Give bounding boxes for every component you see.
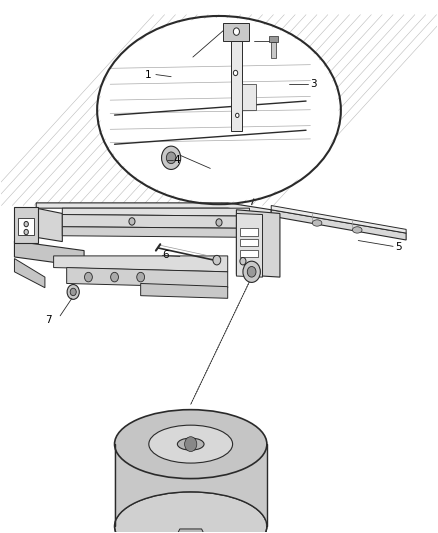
Polygon shape: [240, 228, 258, 236]
Circle shape: [24, 221, 28, 227]
Polygon shape: [115, 410, 267, 526]
Polygon shape: [62, 227, 250, 237]
Polygon shape: [14, 207, 39, 243]
Circle shape: [162, 146, 181, 169]
Ellipse shape: [99, 18, 339, 203]
Polygon shape: [265, 444, 267, 526]
Polygon shape: [237, 210, 280, 277]
Polygon shape: [268, 36, 278, 42]
Polygon shape: [62, 215, 250, 228]
Text: 5: 5: [395, 242, 402, 252]
Circle shape: [240, 257, 246, 265]
Circle shape: [236, 114, 239, 117]
Polygon shape: [115, 444, 117, 526]
Circle shape: [216, 219, 222, 226]
Text: 4: 4: [173, 156, 180, 165]
Ellipse shape: [149, 425, 233, 463]
Ellipse shape: [177, 438, 204, 450]
Circle shape: [24, 229, 28, 235]
Circle shape: [185, 437, 197, 451]
Text: 1: 1: [145, 70, 152, 79]
Polygon shape: [237, 214, 262, 277]
Circle shape: [137, 272, 145, 282]
Text: 3: 3: [311, 78, 317, 88]
Polygon shape: [271, 206, 406, 233]
Circle shape: [111, 272, 118, 282]
Polygon shape: [141, 284, 228, 298]
Ellipse shape: [115, 492, 267, 533]
Polygon shape: [240, 239, 258, 246]
Circle shape: [246, 266, 252, 274]
Ellipse shape: [97, 16, 341, 204]
Ellipse shape: [353, 227, 362, 233]
Polygon shape: [14, 259, 45, 288]
Circle shape: [85, 272, 92, 282]
Polygon shape: [14, 241, 84, 266]
Polygon shape: [36, 208, 62, 241]
Polygon shape: [53, 256, 228, 272]
Ellipse shape: [115, 410, 267, 479]
Polygon shape: [18, 217, 34, 235]
Circle shape: [243, 261, 260, 282]
Circle shape: [233, 28, 240, 35]
Polygon shape: [240, 249, 258, 257]
Circle shape: [213, 255, 221, 265]
Circle shape: [129, 217, 135, 225]
Polygon shape: [62, 208, 250, 216]
Polygon shape: [223, 22, 250, 41]
Polygon shape: [231, 41, 242, 131]
Circle shape: [233, 70, 238, 76]
Ellipse shape: [312, 220, 322, 226]
Text: 6: 6: [162, 251, 169, 260]
Polygon shape: [271, 210, 406, 240]
Polygon shape: [36, 203, 271, 215]
Circle shape: [67, 285, 79, 300]
Polygon shape: [242, 84, 256, 110]
Polygon shape: [271, 42, 276, 58]
Circle shape: [247, 266, 256, 277]
Polygon shape: [67, 268, 228, 288]
Circle shape: [70, 288, 76, 296]
Circle shape: [166, 152, 176, 164]
Text: 7: 7: [45, 314, 52, 325]
Polygon shape: [173, 529, 208, 533]
